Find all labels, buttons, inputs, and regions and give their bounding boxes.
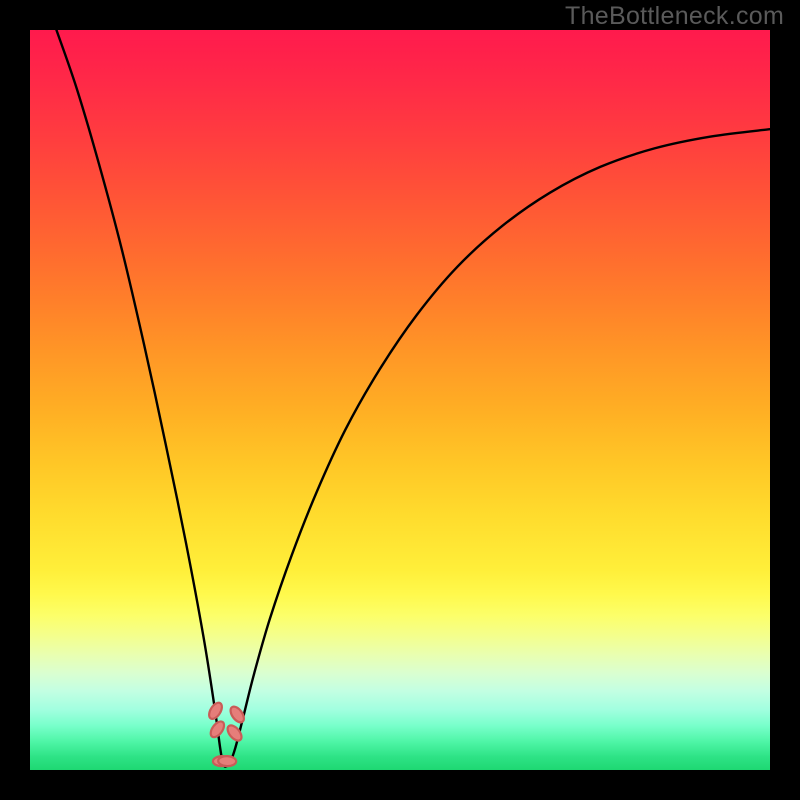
bottleneck-chart: [0, 0, 800, 800]
watermark-text: TheBottleneck.com: [565, 2, 784, 31]
valley-marker: [218, 756, 236, 767]
gradient-background: [30, 30, 770, 770]
